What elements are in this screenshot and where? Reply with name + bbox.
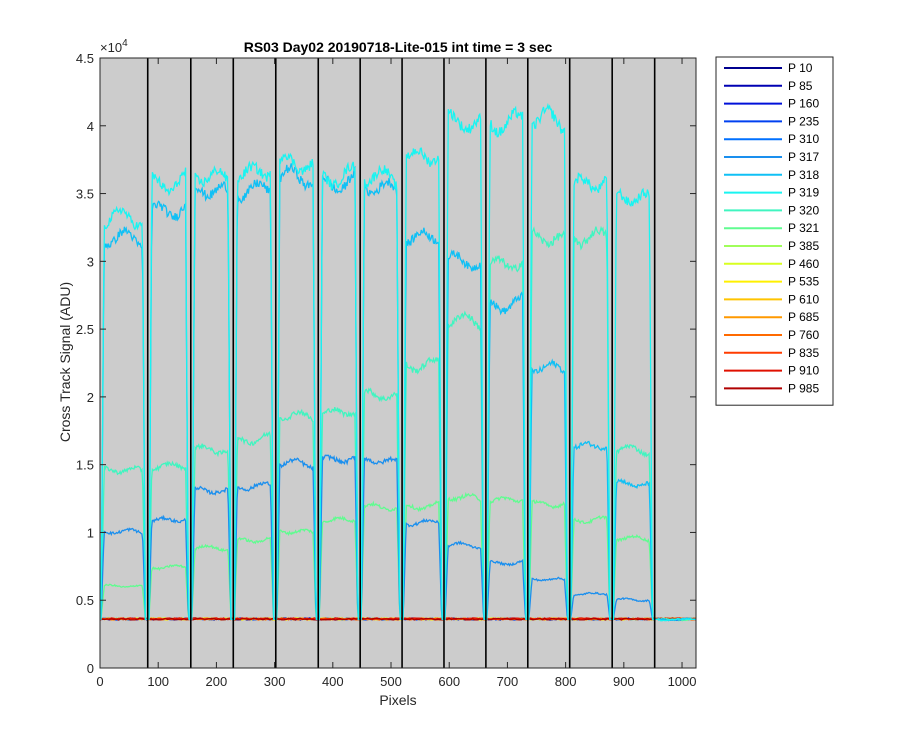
legend-label: P 535 <box>788 275 819 289</box>
x-tick-label: 600 <box>438 674 460 689</box>
legend-label: P 318 <box>788 168 819 182</box>
y-axis-title: Cross Track Signal (ADU) <box>57 282 73 442</box>
x-tick-label: 300 <box>264 674 286 689</box>
y-tick-label: 4.5 <box>76 51 94 66</box>
axes-box <box>99 57 697 669</box>
y-tick-label: 1.5 <box>76 458 94 473</box>
x-tick-label: 800 <box>555 674 577 689</box>
y-tick-label: 2.5 <box>76 322 94 337</box>
legend-label: P 685 <box>788 310 819 324</box>
series-line-p-319 <box>100 102 696 622</box>
legend-label: P 610 <box>788 292 819 306</box>
legend-label: P 910 <box>788 364 819 378</box>
legend-label: P 460 <box>788 257 819 271</box>
series-line-p-985 <box>99 617 697 621</box>
legend-label: P 235 <box>788 114 819 128</box>
y-tick-label: 4 <box>87 119 94 134</box>
x-tick-label: 0 <box>96 674 103 689</box>
y-axis-exponent: ×104 <box>100 38 128 55</box>
plot-area <box>99 58 697 668</box>
x-tick-label: 400 <box>322 674 344 689</box>
legend-label: P 317 <box>788 150 819 164</box>
y-tick-label: 2 <box>87 390 94 405</box>
x-tick-label: 500 <box>380 674 402 689</box>
y-axis-exponent-power: 4 <box>122 38 128 49</box>
y-axis-exponent-base: ×10 <box>100 40 122 55</box>
legend-label: P 760 <box>788 328 819 342</box>
legend-label: P 160 <box>788 97 819 111</box>
y-tick-label: 0.5 <box>76 593 94 608</box>
legend-label: P 320 <box>788 203 819 217</box>
legend-label: P 835 <box>788 346 819 360</box>
x-tick-label: 1000 <box>668 674 697 689</box>
legend-box <box>715 56 834 406</box>
y-tick-label: 0 <box>87 661 94 676</box>
chart-title: RS03 Day02 20190718-Lite-015 int time = … <box>244 39 553 55</box>
legend-label: P 85 <box>788 79 813 93</box>
legend-label: P 385 <box>788 239 819 253</box>
x-tick-label: 200 <box>206 674 228 689</box>
axes: 0 100 200 300 400 500 600 700 800 900 1000 0 0.5 1 1.5… <box>76 51 697 689</box>
y-tick-label: 3 <box>87 254 94 269</box>
x-tick-label: 700 <box>497 674 519 689</box>
x-tick-label: 100 <box>147 674 169 689</box>
legend-label: P 319 <box>788 186 819 200</box>
legend: P 10 P 85 P 160 P 235 P 310 P 317 P 318 P 319 P … <box>715 56 834 406</box>
series-line-p-320 <box>100 225 696 622</box>
legend-label: P 310 <box>788 132 819 146</box>
x-tick-label: 900 <box>613 674 635 689</box>
y-tick-label: 1 <box>87 525 94 540</box>
y-tick-label: 3.5 <box>76 187 94 202</box>
legend-label: P 321 <box>788 221 819 235</box>
x-axis-title: Pixels <box>379 692 416 708</box>
series-line-p-317 <box>100 454 696 622</box>
legend-label: P 985 <box>788 381 819 395</box>
legend-label: P 10 <box>788 61 813 75</box>
